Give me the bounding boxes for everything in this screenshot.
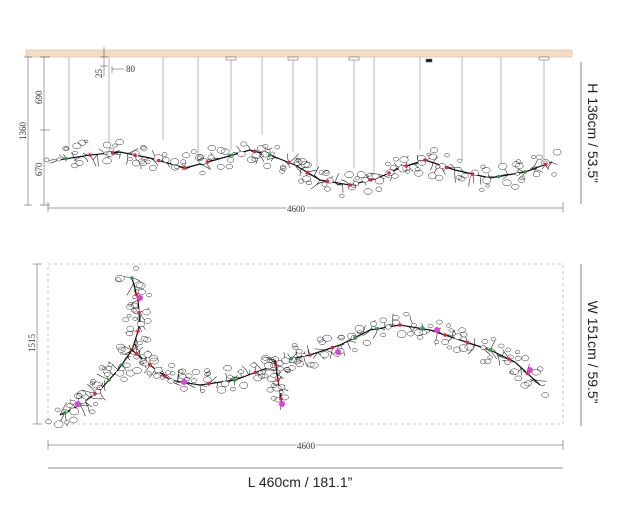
- bulb-node: [205, 160, 210, 164]
- plan-boundary: [47, 263, 564, 425]
- bulb-node: [163, 374, 167, 379]
- elevation-vertical-dims: [24, 56, 50, 206]
- bulb-node: [398, 323, 402, 327]
- elev-dim-4600-label: 4600: [287, 204, 306, 214]
- bulb-node: [136, 329, 140, 334]
- bulb-node: [523, 170, 527, 174]
- canopy-caps: [225, 56, 550, 63]
- detail-dims: [100, 47, 124, 76]
- garland-spine: [59, 277, 141, 416]
- bulb-node: [507, 357, 511, 361]
- bulb-node: [387, 171, 391, 175]
- bulb-node: [274, 363, 278, 367]
- bulb-node: [465, 340, 470, 345]
- bulb-node: [525, 371, 530, 376]
- magenta-node: [137, 295, 143, 301]
- bulb-node: [88, 153, 92, 157]
- bulb-node: [543, 162, 548, 167]
- width-label: W 151cm / 59.5”: [585, 301, 601, 404]
- bulb-node: [443, 333, 447, 337]
- bulb-node: [130, 276, 134, 280]
- bulb-node: [230, 153, 235, 157]
- magenta-node: [75, 401, 81, 407]
- bulb-node: [157, 158, 161, 163]
- bulb-node: [488, 348, 492, 352]
- bulb-node: [253, 370, 258, 375]
- bulb-node: [148, 363, 152, 367]
- plan-length-dim: [47, 440, 564, 450]
- bulb-node: [233, 378, 237, 382]
- dim-80-label: 80: [126, 64, 136, 74]
- bulb-node: [107, 378, 111, 382]
- bulb-node: [137, 310, 141, 315]
- bulb-node: [207, 382, 211, 386]
- overall-length: L 460cm / 181.1”: [48, 467, 563, 490]
- plan-dim-1515-label: 1515: [27, 334, 37, 353]
- bulb-node: [353, 335, 357, 340]
- bulb-node: [375, 327, 380, 331]
- suspension-wires: [68, 57, 545, 172]
- bulb-node: [134, 352, 139, 356]
- bulb-node: [420, 327, 425, 331]
- bulb-node: [63, 410, 67, 415]
- magenta-node: [434, 327, 440, 333]
- dim-690-label: 690: [34, 90, 44, 104]
- garland-leaves: [43, 139, 562, 198]
- elevation-view: 25 80 690 1360 670 4600 H 136cm / 53.5”: [18, 47, 601, 216]
- bulb-node: [348, 183, 352, 187]
- magenta-node: [335, 349, 341, 355]
- bulb-node: [287, 160, 291, 165]
- garland-branches: [48, 144, 558, 193]
- bulb-node: [93, 392, 97, 396]
- magenta-node: [527, 367, 533, 373]
- bulb-node: [183, 166, 187, 170]
- bulb-node: [445, 165, 450, 170]
- plan-dim-4600-label: 4600: [297, 441, 316, 451]
- bulb-node: [64, 157, 68, 161]
- bulb-node: [404, 164, 409, 168]
- dim-25-label: 25: [94, 69, 104, 79]
- magenta-node: [181, 379, 187, 385]
- length-label: L 460cm / 181.1”: [248, 474, 353, 490]
- bulb-node: [325, 179, 330, 184]
- elevation-garland: [43, 139, 562, 198]
- plan-view: 1515 4600 W 151cm / 59.5”: [27, 263, 601, 453]
- magenta-node: [279, 401, 285, 407]
- bulb-node: [279, 397, 283, 401]
- garland-leaves: [121, 311, 550, 398]
- ceiling-plate: [25, 49, 573, 58]
- bulb-node: [133, 153, 137, 157]
- bulb-node: [497, 174, 501, 179]
- bulb-node: [423, 158, 427, 162]
- bulb-node: [134, 292, 139, 297]
- height-label: H 136cm / 53.5”: [585, 83, 601, 183]
- plan-width-dim: [33, 263, 42, 425]
- dim-1360-label: 1360: [18, 122, 28, 141]
- bulb-node: [330, 345, 335, 350]
- bulb-node: [276, 378, 280, 382]
- bulb-node: [289, 357, 294, 361]
- bulb-node: [110, 151, 115, 155]
- dim-670-label: 670: [34, 162, 44, 176]
- bulb-node: [305, 170, 310, 175]
- bulb-node: [253, 149, 257, 154]
- bulb-node: [268, 153, 272, 157]
- bulb-node: [470, 172, 475, 176]
- plan-garland: [45, 266, 550, 428]
- bulb-node: [119, 363, 124, 367]
- elevation-length-dim: [47, 202, 564, 212]
- bulb-node: [369, 178, 373, 182]
- bulb-node: [308, 353, 312, 357]
